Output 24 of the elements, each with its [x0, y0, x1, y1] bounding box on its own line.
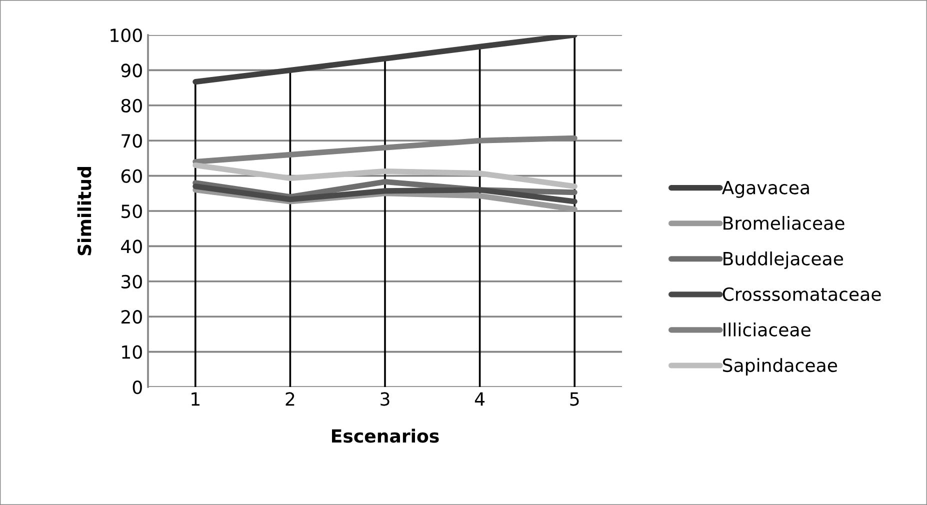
legend-label: Agavacea — [722, 180, 809, 198]
y-tick-label: 50 — [122, 204, 142, 218]
y-tick-label: 70 — [122, 134, 142, 148]
x-tick-label: 3 — [380, 392, 390, 406]
legend-label: Bromeliaceae — [724, 216, 844, 230]
y-axis-title: Similitud — [77, 167, 92, 256]
legend-label: Crosssomataceae — [722, 287, 881, 302]
y-tick-label: 100 — [110, 28, 142, 42]
y-tick-label: 20 — [121, 310, 142, 324]
x-tick-label: 5 — [570, 392, 579, 406]
x-tick-label: 4 — [474, 392, 485, 406]
legend-label: Buddlejaceae — [724, 252, 844, 269]
y-tick-label: 10 — [122, 345, 142, 359]
x-axis-title: Escenarios — [332, 428, 439, 443]
x-tick-label: 2 — [286, 392, 294, 406]
y-tick-label: 90 — [121, 64, 142, 78]
y-tick-label: 0 — [132, 380, 142, 394]
legend-label: Sapindaceae — [722, 358, 838, 376]
y-tick-label: 30 — [122, 274, 142, 289]
legend-label: Illiciaceae — [724, 322, 810, 337]
y-tick-label: 40 — [121, 240, 142, 254]
y-tick-label: 80 — [121, 98, 142, 113]
y-tick-label: 60 — [121, 169, 142, 183]
x-tick-label: 1 — [192, 392, 200, 406]
